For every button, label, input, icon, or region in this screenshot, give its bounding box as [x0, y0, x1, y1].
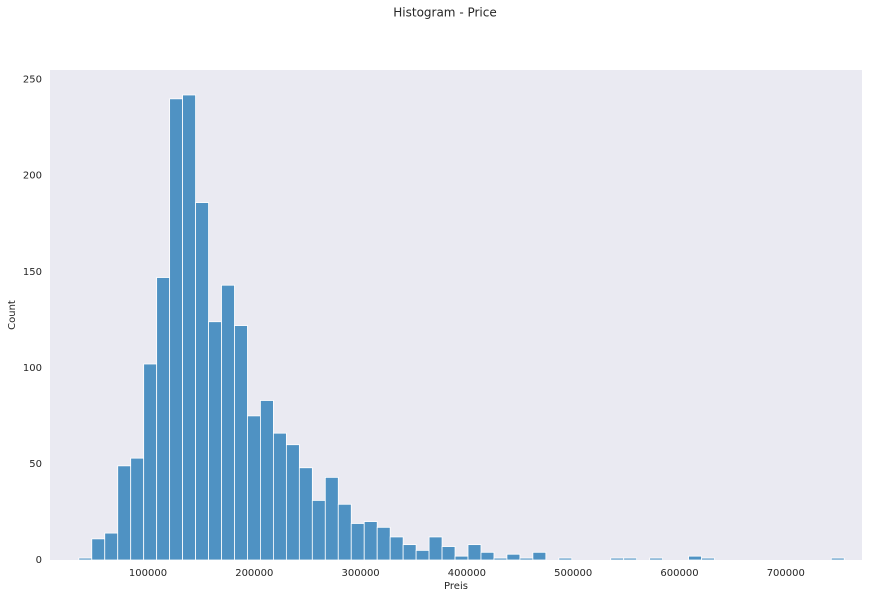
bar: [480, 551, 495, 561]
bar: [182, 94, 196, 561]
bar: [467, 544, 482, 561]
bar: [506, 553, 521, 561]
bar: [376, 526, 391, 561]
bar: [454, 555, 469, 561]
bar: [649, 557, 664, 561]
y-tick-label: 0: [36, 555, 42, 566]
bar: [493, 557, 508, 561]
bar: [441, 546, 456, 561]
bar: [415, 549, 430, 561]
bar: [169, 98, 183, 561]
bar: [532, 551, 547, 561]
x-tick-label: 600000: [660, 568, 698, 579]
x-tick-label: 500000: [554, 568, 592, 579]
bar: [91, 538, 106, 561]
bar: [156, 277, 171, 561]
y-tick-label: 200: [23, 171, 42, 182]
bar: [311, 500, 326, 561]
bar: [363, 521, 378, 561]
bar: [78, 557, 93, 561]
bar: [830, 557, 845, 561]
bar: [298, 467, 313, 561]
bar: [247, 415, 261, 561]
bar: [324, 476, 339, 561]
x-tick-label: 300000: [342, 568, 380, 579]
y-tick-label: 250: [23, 75, 42, 86]
bar: [402, 544, 417, 561]
bar: [221, 284, 235, 561]
bar: [428, 536, 443, 561]
bar: [104, 532, 119, 561]
bar: [688, 555, 702, 561]
bar: [610, 557, 625, 561]
bar: [285, 444, 300, 561]
y-axis-label: Count: [7, 300, 18, 330]
bar: [519, 557, 534, 561]
x-tick-label: 100000: [129, 568, 167, 579]
bar: [234, 325, 248, 561]
bar: [143, 363, 158, 561]
bar: [208, 321, 222, 561]
bar: [389, 536, 404, 561]
x-tick-label: 400000: [448, 568, 486, 579]
y-tick-label: 100: [23, 363, 42, 374]
bar: [117, 465, 132, 561]
bar: [195, 202, 209, 561]
bar: [701, 557, 715, 561]
x-tick-label: 700000: [767, 568, 805, 579]
bar: [350, 523, 365, 561]
bar: [130, 457, 145, 561]
chart-title: Histogram - Price: [393, 6, 496, 20]
bar: [260, 400, 274, 561]
bar: [623, 557, 638, 561]
bar: [558, 557, 573, 561]
bar: [337, 503, 352, 561]
x-axis-label: Preis: [444, 581, 468, 592]
y-tick-label: 50: [29, 459, 42, 470]
x-tick-label: 200000: [235, 568, 273, 579]
bar: [273, 432, 287, 561]
y-tick-label: 150: [23, 267, 42, 278]
